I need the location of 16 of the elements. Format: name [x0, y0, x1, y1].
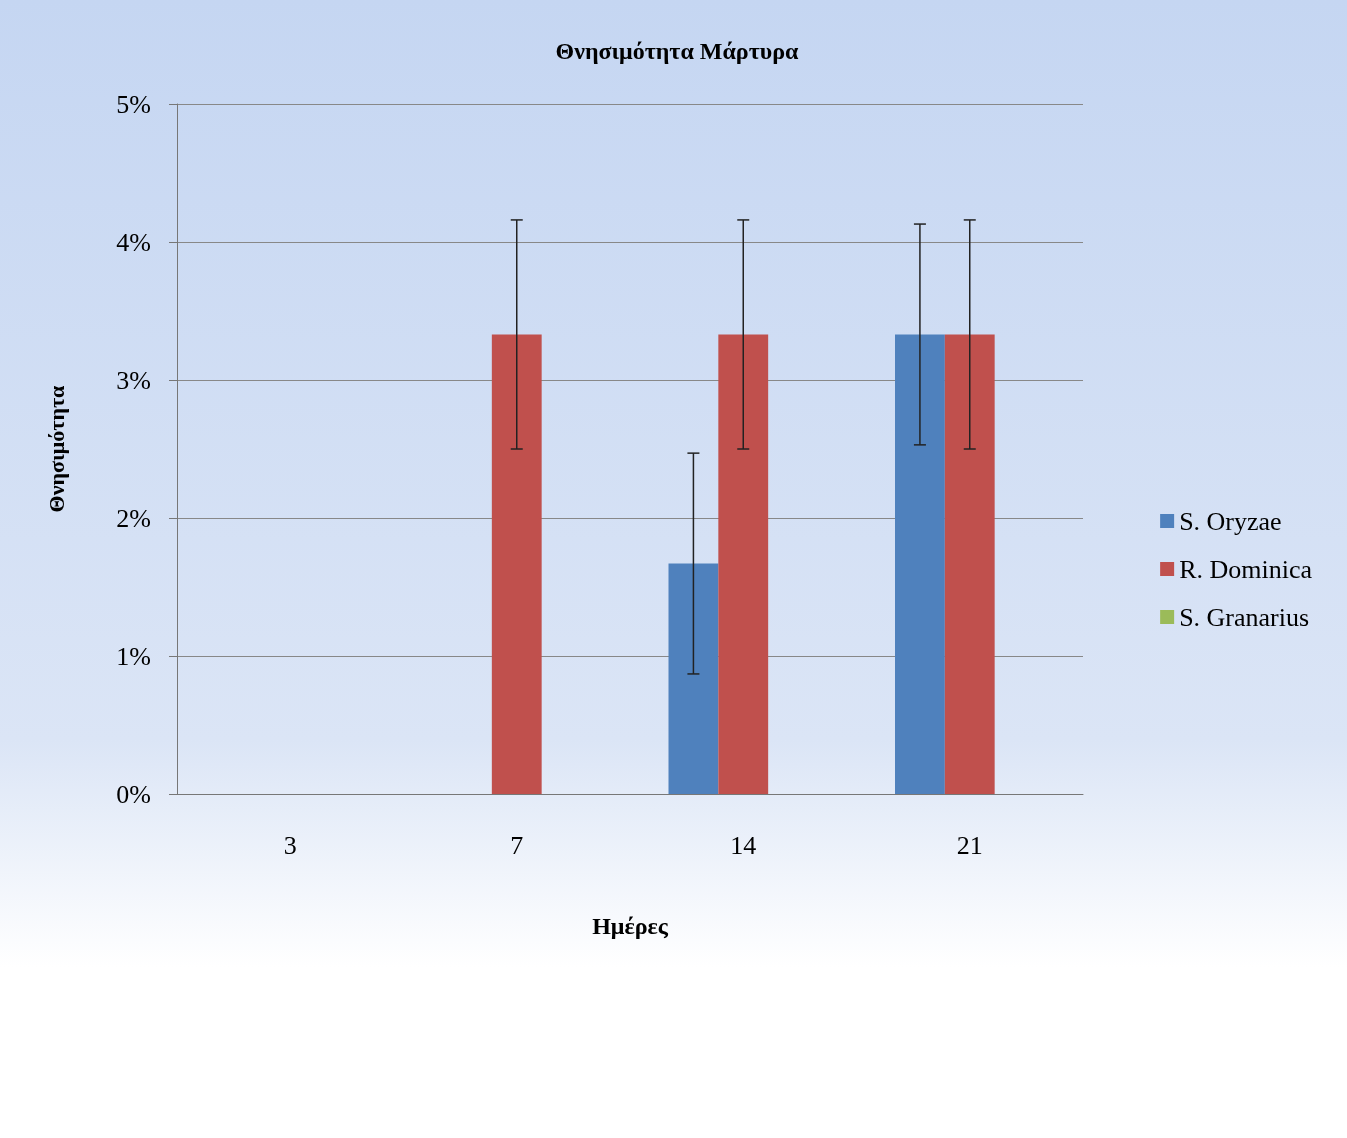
x-axis-title: Ημέρες — [592, 913, 669, 939]
x-tick-label: 3 — [283, 830, 297, 860]
legend-label: S. Granarius — [1179, 602, 1310, 632]
legend-label: S. Oryzae — [1179, 506, 1282, 536]
y-axis-title: Θνησιμότητα — [43, 384, 69, 513]
y-tick-label: 4% — [116, 227, 151, 257]
legend-label: R. Dominica — [1179, 554, 1313, 584]
y-tick-label: 2% — [116, 503, 151, 533]
y-tick-label: 5% — [116, 89, 151, 119]
x-tick-label: 7 — [510, 830, 524, 860]
y-tick-label: 1% — [116, 641, 151, 671]
x-tick-label: 14 — [730, 830, 757, 860]
x-tick-label: 21 — [956, 830, 983, 860]
chart-title: Θνησιμότητα Μάρτυρα — [555, 38, 800, 64]
y-tick-label: 0% — [116, 779, 151, 809]
y-tick-label: 3% — [116, 365, 151, 395]
